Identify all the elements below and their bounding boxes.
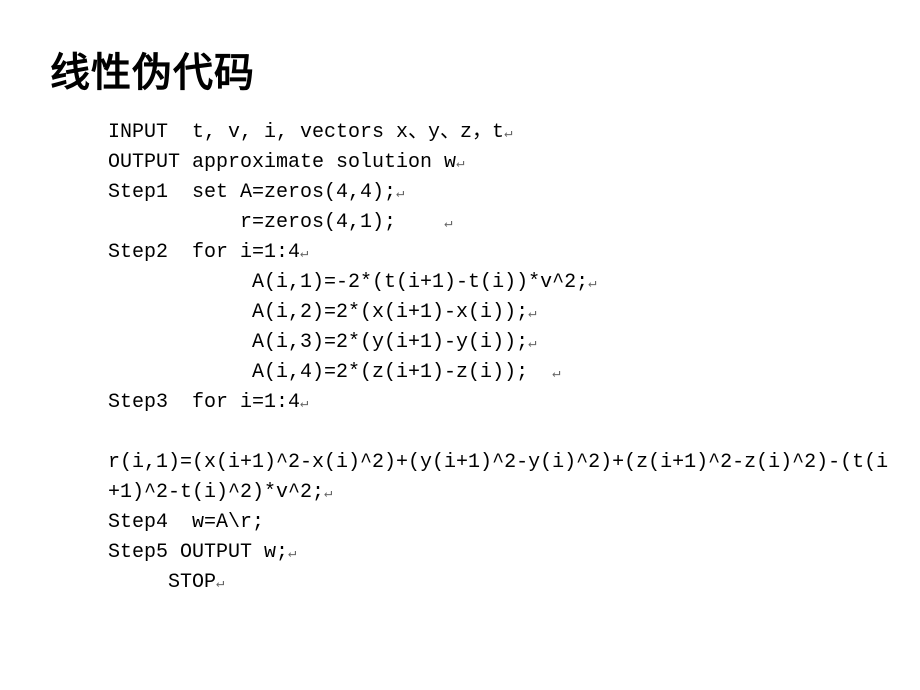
code-text: Step5 OUTPUT w;	[108, 541, 288, 564]
code-text: Step4 w=A\r;	[108, 511, 264, 534]
return-icon: ↵	[396, 186, 404, 202]
code-text: OUTPUT approximate solution w	[108, 151, 456, 174]
pseudocode-block: INPUT t, v, i, vectors x、y、z，t↵OUTPUT ap…	[108, 118, 880, 598]
code-text: Step1 set A=zeros(4,4);	[108, 181, 396, 204]
slide-title: 线性伪代码	[50, 40, 880, 98]
code-text: A(i,4)=2*(z(i+1)-z(i));	[108, 361, 552, 384]
return-icon: ↵	[288, 546, 296, 562]
code-text: STOP	[108, 571, 216, 594]
code-text: Step2 for i=1:4	[108, 241, 300, 264]
return-icon: ↵	[588, 276, 596, 292]
return-icon: ↵	[552, 366, 560, 382]
code-line: Step1 set A=zeros(4,4);↵	[108, 178, 880, 208]
code-text: A(i,1)=-2*(t(i+1)-t(i))*v^2;	[108, 271, 588, 294]
code-text: A(i,2)=2*(x(i+1)-x(i));	[108, 301, 528, 324]
code-text: INPUT t, v, i, vectors x、y、z，t	[108, 121, 504, 144]
return-icon: ↵	[528, 306, 536, 322]
code-text: Step3 for i=1:4	[108, 391, 300, 414]
code-line: +1)^2-t(i)^2)*v^2;↵	[108, 478, 880, 508]
code-line: A(i,4)=2*(z(i+1)-z(i)); ↵	[108, 358, 880, 388]
code-text: +1)^2-t(i)^2)*v^2;	[108, 481, 324, 504]
return-icon: ↵	[456, 156, 464, 172]
return-icon: ↵	[504, 126, 512, 142]
code-line: OUTPUT approximate solution w↵	[108, 148, 880, 178]
code-text: r=zeros(4,1);	[108, 211, 444, 234]
code-line: r=zeros(4,1); ↵	[108, 208, 880, 238]
return-icon: ↵	[444, 216, 452, 232]
code-text: A(i,3)=2*(y(i+1)-y(i));	[108, 331, 528, 354]
slide-container: 线性伪代码 INPUT t, v, i, vectors x、y、z，t↵OUT…	[0, 0, 920, 690]
code-line: Step3 for i=1:4↵	[108, 388, 880, 418]
return-icon: ↵	[324, 486, 332, 502]
return-icon: ↵	[528, 336, 536, 352]
return-icon: ↵	[300, 246, 308, 262]
return-icon: ↵	[300, 396, 308, 412]
code-text: r(i,1)=(x(i+1)^2-x(i)^2)+(y(i+1)^2-y(i)^…	[108, 451, 888, 474]
code-line: r(i,1)=(x(i+1)^2-x(i)^2)+(y(i+1)^2-y(i)^…	[108, 448, 880, 478]
code-line: Step5 OUTPUT w;↵	[108, 538, 880, 568]
code-line: INPUT t, v, i, vectors x、y、z，t↵	[108, 118, 880, 148]
code-line: A(i,2)=2*(x(i+1)-x(i));↵	[108, 298, 880, 328]
code-blank-line	[108, 418, 880, 448]
code-line: A(i,1)=-2*(t(i+1)-t(i))*v^2;↵	[108, 268, 880, 298]
code-line: A(i,3)=2*(y(i+1)-y(i));↵	[108, 328, 880, 358]
code-line: Step2 for i=1:4↵	[108, 238, 880, 268]
code-line: STOP↵	[108, 568, 880, 598]
return-icon: ↵	[216, 576, 224, 592]
code-line: Step4 w=A\r;	[108, 508, 880, 538]
